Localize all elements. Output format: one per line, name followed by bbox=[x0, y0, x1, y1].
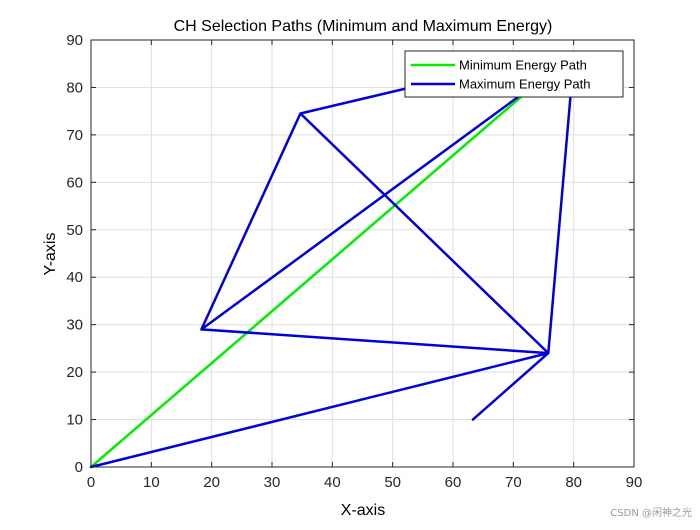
y-tick-label: 80 bbox=[66, 79, 83, 96]
y-axis-label: Y-axis bbox=[42, 233, 59, 276]
legend-box bbox=[404, 50, 624, 98]
y-tick-label: 10 bbox=[66, 412, 83, 429]
x-axis-label: X-axis bbox=[341, 502, 385, 519]
chart-title: CH Selection Paths (Minimum and Maximum … bbox=[174, 18, 553, 35]
minimum-energy-path-line bbox=[89, 81, 539, 469]
y-tick-label: 40 bbox=[66, 269, 83, 286]
x-tick-label: 60 bbox=[445, 474, 462, 491]
x-tick-label: 0 bbox=[87, 474, 95, 491]
x-tick-label: 90 bbox=[626, 474, 643, 491]
y-tick-label: 60 bbox=[66, 174, 83, 191]
watermark: CSDN @闲神之光 bbox=[610, 508, 692, 519]
y-tick-label: 70 bbox=[66, 127, 83, 144]
legend: Minimum Energy Path Maximum Energy Path bbox=[404, 50, 624, 98]
x-tick-label: 80 bbox=[565, 474, 582, 491]
legend-label-minimum: Minimum Energy Path bbox=[459, 58, 587, 73]
x-tick-label: 20 bbox=[203, 474, 220, 491]
y-tick-label: 20 bbox=[66, 364, 83, 381]
axes-box bbox=[90, 39, 635, 468]
grid bbox=[90, 39, 635, 468]
x-tick-label: 70 bbox=[505, 474, 522, 491]
y-tick-label: 90 bbox=[66, 32, 83, 49]
x-tick-label: 10 bbox=[143, 474, 160, 491]
x-tick-label: 50 bbox=[384, 474, 401, 491]
legend-label-maximum: Maximum Energy Path bbox=[459, 77, 591, 92]
y-tick-label: 30 bbox=[66, 317, 83, 334]
ticks: 0 10 20 30 40 50 60 70 80 90 0 10 20 30 40 50 60 70 80 90 bbox=[66, 32, 642, 491]
y-tick-label: 50 bbox=[66, 222, 83, 239]
x-tick-label: 40 bbox=[324, 474, 341, 491]
x-tick-label: 30 bbox=[264, 474, 281, 491]
y-tick-label: 0 bbox=[75, 459, 83, 476]
